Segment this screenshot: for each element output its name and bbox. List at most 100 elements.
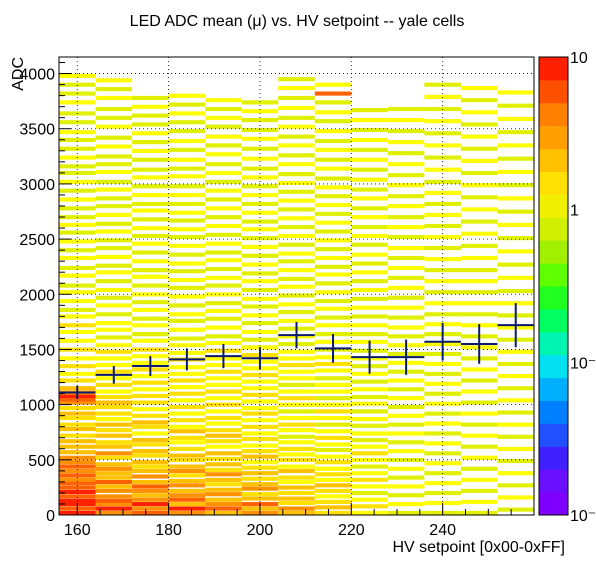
heatmap-cell (387, 295, 425, 300)
heatmap-cell (205, 152, 242, 157)
heatmap-cell (59, 265, 96, 270)
heatmap-cell (314, 376, 352, 381)
heatmap-cell (95, 451, 133, 456)
heatmap-cell (497, 262, 534, 267)
heatmap-cell (168, 404, 206, 410)
heatmap-cell (95, 506, 133, 511)
heatmap-cell (351, 490, 388, 496)
heatmap-cell (168, 398, 206, 403)
heatmap-cell (278, 318, 315, 323)
heatmap-cell (205, 266, 242, 272)
y-tick-label: 3500 (19, 122, 55, 139)
axis-ticks: 160 180 200 220 240 0 500 1000 1500 2000 2500 3000 3… (19, 62, 512, 539)
heatmap-cell (168, 446, 206, 451)
heatmap-cell (241, 296, 279, 301)
heatmap-cell (168, 318, 206, 323)
heatmap-cell (168, 147, 206, 152)
heatmap-cell (278, 284, 315, 289)
heatmap-cell (351, 287, 388, 293)
heatmap-cell (205, 376, 242, 381)
heatmap-cell (351, 242, 388, 247)
heatmap-cell (314, 454, 352, 459)
heatmap-cell (278, 457, 315, 463)
color-scale-segment (539, 263, 568, 287)
heatmap-cell (241, 109, 279, 114)
heatmap-cell (460, 466, 498, 471)
heatmap-cell (241, 146, 279, 151)
heatmap-cell (278, 293, 315, 298)
heatmap-cell (132, 208, 169, 213)
heatmap-cell (241, 372, 279, 378)
heatmap-cell (424, 290, 461, 295)
heatmap-cell (460, 122, 498, 127)
color-scale-segment (539, 57, 568, 81)
heatmap-cell (497, 183, 534, 188)
heatmap-cell (168, 440, 206, 445)
heatmap-cell (59, 206, 96, 211)
heatmap-cell (132, 259, 169, 264)
heatmap-cell (278, 376, 315, 381)
heatmap-cell (168, 343, 206, 348)
y-tick-label: 2000 (19, 287, 55, 304)
heatmap-cell (460, 389, 498, 394)
heatmap-cell (351, 108, 388, 113)
heatmap-cell (387, 129, 425, 134)
heatmap-cell (95, 411, 133, 416)
heatmap-cell (278, 434, 315, 439)
heatmap-cell (59, 137, 96, 142)
heatmap-cell (59, 364, 96, 369)
heatmap-cell (387, 457, 425, 463)
heatmap-cell (497, 196, 534, 201)
heatmap-cell (424, 301, 461, 306)
heatmap-cell (314, 429, 352, 434)
heatmap-cell (241, 492, 279, 497)
heatmap-cell (387, 162, 425, 167)
heatmap-cell (132, 193, 169, 198)
heatmap-cell (497, 361, 534, 367)
y-tick-label: 1500 (19, 342, 55, 359)
heatmap-cell (278, 402, 315, 407)
heatmap-cell (460, 290, 498, 295)
heatmap-cell (205, 179, 242, 184)
heatmap-cell (95, 238, 133, 243)
heatmap-cell (59, 248, 96, 253)
heatmap-cell (351, 504, 388, 509)
heatmap-cell (59, 489, 96, 495)
heatmap-cell (205, 382, 242, 387)
color-scale-segment (539, 492, 568, 516)
heatmap-cell (460, 98, 498, 103)
color-scale-segment (539, 423, 568, 447)
heatmap-cell (241, 436, 279, 442)
heatmap-cell (59, 481, 96, 486)
heatmap-cell (205, 258, 242, 263)
heatmap-cell (314, 211, 352, 216)
heatmap-cell (278, 500, 315, 506)
heatmap-cell (460, 219, 498, 224)
heatmap-cell (132, 131, 169, 136)
heatmap-cell (205, 456, 242, 461)
heatmap-cell (278, 233, 315, 238)
heatmap-cell (351, 431, 388, 436)
heatmap-cell (132, 468, 169, 474)
heatmap-cell (460, 488, 498, 493)
heatmap-cell (168, 502, 206, 507)
heatmap-cell (314, 298, 352, 304)
heatmap-cell (387, 204, 425, 209)
heatmap-cell (241, 166, 279, 171)
heatmap-cell (241, 117, 279, 123)
heatmap-cell (132, 184, 169, 189)
heatmap-cell (460, 146, 498, 151)
heatmap-cell (497, 289, 534, 294)
heatmap-cell (278, 496, 315, 501)
heatmap-cell (460, 134, 498, 139)
heatmap-cell (387, 173, 425, 178)
heatmap-cell (132, 393, 169, 399)
color-scale (538, 56, 569, 516)
heatmap-cell (314, 422, 352, 427)
heatmap-cell (95, 124, 133, 129)
heatmap-cell (95, 187, 133, 192)
heatmap-cell (132, 167, 169, 172)
heatmap-cell (95, 263, 133, 268)
heatmap-cell (205, 275, 242, 280)
heatmap-cell (351, 187, 388, 192)
